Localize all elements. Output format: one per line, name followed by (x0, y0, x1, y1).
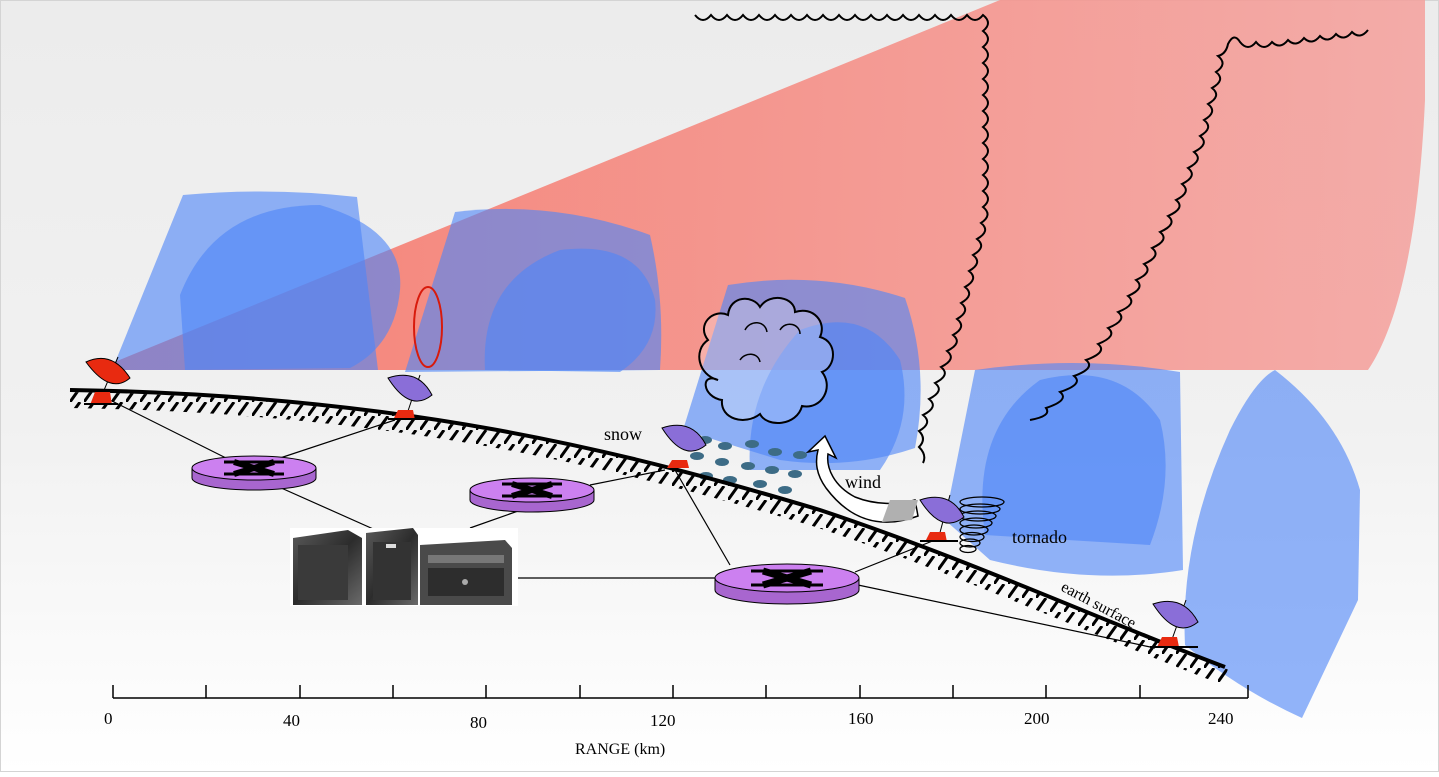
tornado-label: tornado (1012, 527, 1067, 547)
range-axis-ticks (112, 685, 1249, 698)
long-range-radar-beam (95, 0, 1425, 370)
radar-dish-2 (387, 374, 433, 421)
beam-cross-section-ellipse (413, 286, 443, 368)
link-radar1-router1 (99, 394, 241, 466)
radar-dish-4 (919, 494, 965, 542)
radar-dish-3 (661, 424, 707, 468)
snow-cloud-inner-lines (739, 322, 801, 363)
range-tick-40: 40 (283, 711, 300, 730)
wind-arrow (805, 434, 919, 523)
server-cluster-image (290, 528, 518, 606)
router-1 (191, 455, 317, 491)
link-radar3-router2 (589, 469, 666, 486)
radar-dish-1 (84, 356, 131, 405)
router-1-arrows-icon (224, 459, 284, 477)
radar-dish-5 (1150, 599, 1199, 648)
tornado-funnel (959, 496, 1005, 554)
range-tick-120: 120 (650, 711, 676, 730)
radar-beam-3-core (749, 322, 905, 470)
range-tick-200: 200 (1024, 709, 1050, 728)
router-2-arrows-icon (502, 481, 562, 499)
short-range-radar-beams (112, 191, 1360, 718)
network-links (99, 394, 1156, 649)
storm-cloud-outlines (694, 13, 1369, 464)
link-radar2-router1 (267, 419, 396, 463)
radar-beam-1-core (180, 205, 401, 370)
tornado-cloud-right-edge (1029, 29, 1369, 421)
earth-surface-hatching (69, 392, 1228, 685)
range-tick-0: 0 (104, 709, 113, 728)
link-router3-radar5 (857, 584, 1156, 649)
range-tick-160: 160 (848, 709, 874, 728)
radar-beam-5 (1184, 370, 1360, 718)
router-3-arrows-icon (751, 567, 823, 589)
link-radar3-router3 (674, 469, 731, 566)
link-router1-servers (269, 482, 381, 533)
link-radar4-router3 (854, 539, 936, 573)
earth-surface-line (69, 388, 1226, 669)
tornado-cloud-left-edge (694, 13, 989, 464)
wind-label: wind (845, 472, 881, 492)
router-2 (469, 477, 595, 513)
snow-label: snow (604, 424, 642, 444)
radar-beam-4-core (982, 375, 1166, 545)
range-tick-80: 80 (470, 713, 487, 732)
wind-arrow-tail (882, 500, 918, 522)
range-tick-240: 240 (1208, 709, 1234, 728)
router-3 (714, 563, 860, 605)
range-axis: 0 40 80 120 160 200 240 RANGE (km) (104, 685, 1249, 758)
range-axis-title: RANGE (km) (575, 741, 665, 758)
radar-beam-2-core (484, 248, 656, 372)
